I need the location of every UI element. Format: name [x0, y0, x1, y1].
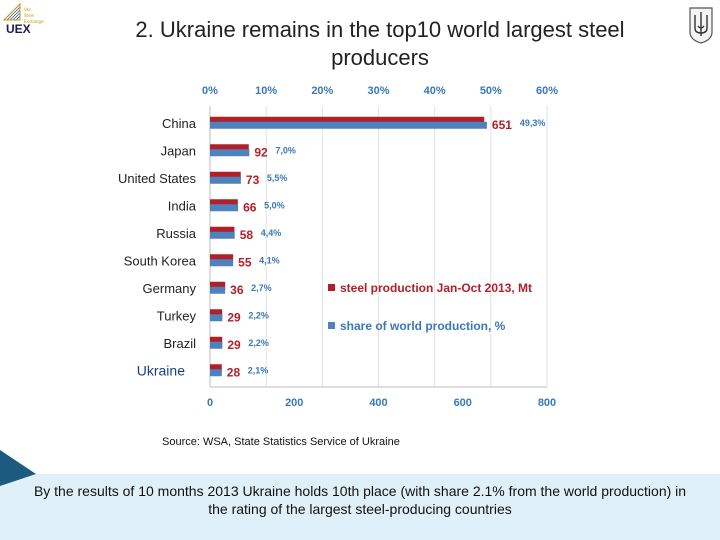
category-label: Ukraine [137, 362, 185, 378]
share-bar [210, 121, 487, 129]
production-value-label: 28 [227, 365, 241, 379]
share-value-label: 2,1% [248, 365, 269, 375]
production-value-label: 66 [243, 200, 257, 214]
legend-swatch-production [328, 284, 335, 291]
production-bar [210, 226, 235, 235]
share-bar [210, 204, 239, 212]
trident-icon [689, 7, 713, 44]
share-bar [210, 286, 226, 294]
share-value-label: 2,2% [248, 310, 269, 320]
corner-decoration [0, 450, 36, 486]
category-label: United States [118, 171, 197, 186]
logo-caption-2: Steel [24, 13, 35, 18]
share-bar [210, 231, 235, 239]
top-tick-label: 50% [480, 85, 502, 97]
category-label: Brazil [163, 336, 196, 351]
share-value-label: 4,1% [259, 255, 280, 265]
share-value-label: 5,5% [267, 173, 288, 183]
category-label: China [162, 116, 197, 131]
share-value-label: 2,2% [248, 338, 269, 348]
production-value-label: 58 [240, 228, 254, 242]
bottom-tick-label: 200 [285, 397, 303, 409]
title-line-1: 2. Ukraine remains in the top10 world la… [135, 17, 625, 42]
share-bar [210, 369, 222, 377]
share-value-label: 2,7% [251, 283, 272, 293]
share-value-label: 7,0% [275, 145, 296, 155]
bottom-tick-label: 400 [369, 397, 387, 409]
category-label: Russia [156, 226, 197, 241]
logo-icon [2, 2, 21, 21]
top-tick-label: 60% [536, 85, 558, 97]
legend-label-share: share of world production, % [340, 319, 506, 333]
share-bar [210, 176, 241, 184]
share-value-label: 4,4% [261, 228, 282, 238]
production-value-label: 92 [254, 145, 268, 159]
category-label: India [168, 198, 197, 213]
legend-swatch-share [328, 322, 335, 329]
uex-logo: UEX Ukr Steel Exchange [2, 2, 50, 38]
share-bar [210, 149, 250, 157]
source-note: Source: WSA, State Statistics Service of… [162, 436, 400, 448]
production-bar [210, 116, 485, 125]
production-value-label: 651 [492, 118, 512, 132]
category-label: Turkey [157, 308, 197, 323]
production-bar [210, 254, 234, 263]
legend-label-production: steel production Jan-Oct 2013, Mt [340, 281, 532, 295]
share-value-label: 49,3% [520, 118, 546, 128]
production-value-label: 73 [246, 173, 260, 187]
logo-text: UEX [6, 22, 31, 36]
production-bar [210, 144, 249, 153]
footer-summary: By the results of 10 months 2013 Ukraine… [33, 483, 687, 517]
production-bar [210, 336, 223, 345]
top-tick-label: 0% [202, 85, 218, 97]
bottom-tick-label: 0 [207, 397, 213, 409]
coat-of-arms [688, 6, 714, 44]
production-bar [210, 199, 238, 208]
footer-band [0, 474, 720, 540]
production-bar [210, 281, 226, 290]
production-value-label: 36 [230, 283, 244, 297]
corner-triangle [0, 450, 36, 486]
bottom-tick-label: 600 [454, 397, 472, 409]
logo-caption-1: Ukr [24, 7, 31, 12]
category-label: Germany [143, 281, 197, 296]
share-bar [210, 341, 223, 349]
top-tick-label: 20% [311, 85, 333, 97]
category-label: South Korea [124, 253, 197, 268]
logo-caption-3: Exchange [24, 19, 44, 24]
steel-production-chart: 0% 10% 20% 30% 40% 50% 60% 0 200 400 600 800 China… [118, 85, 558, 409]
top-tick-label: 10% [255, 85, 277, 97]
share-bar [210, 314, 223, 322]
page-title: 2. Ukraine remains in the top10 world la… [70, 16, 690, 72]
share-value-label: 5,0% [264, 200, 285, 210]
top-tick-label: 30% [367, 85, 389, 97]
production-bar [210, 364, 222, 373]
top-tick-label: 40% [424, 85, 446, 97]
bottom-tick-label: 800 [538, 397, 556, 409]
production-value-label: 55 [238, 255, 252, 269]
title-line-2: producers [331, 45, 429, 70]
share-bar [210, 259, 234, 267]
production-value-label: 29 [227, 310, 241, 324]
production-bar [210, 309, 223, 318]
production-value-label: 29 [227, 338, 241, 352]
category-label: Japan [161, 143, 196, 158]
production-bar [210, 171, 241, 180]
